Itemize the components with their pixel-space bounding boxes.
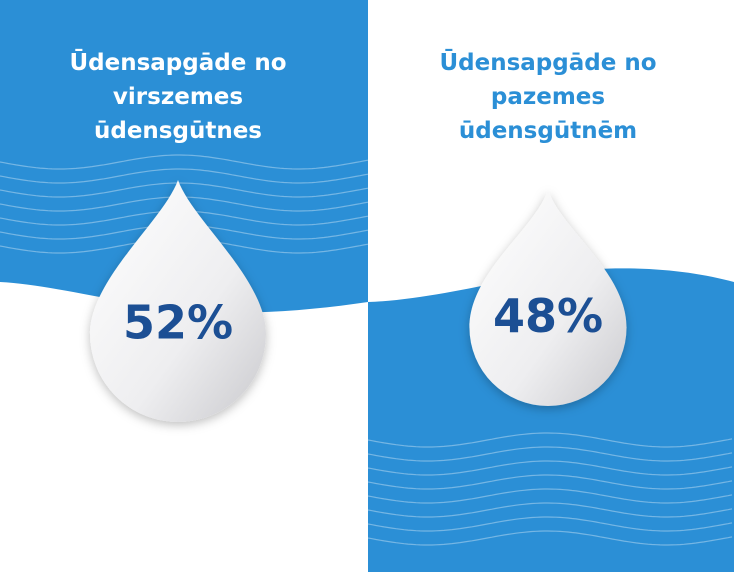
panel-title-line: ūdensgūtnēm: [459, 118, 637, 144]
wave-line: [367, 460, 733, 476]
wave-line: [0, 168, 369, 184]
panel-title-line: pazemes: [491, 84, 605, 110]
water-drop: [90, 180, 266, 422]
wave-line: [0, 182, 369, 198]
percentage: 48%: [493, 289, 603, 343]
panel-title-line: ūdensgūtnes: [94, 118, 262, 144]
panel-title-line: virszemes: [113, 84, 243, 110]
right-blue-area: [368, 268, 734, 572]
left-blue-area: [0, 0, 368, 313]
panel-title-line: Ūdensapgāde no: [69, 48, 286, 76]
wave-line: [367, 516, 733, 532]
wave-line: [367, 446, 733, 462]
content: Ūdensapgāde no virszemes ūdensgūtnes 52% Ūde…: [69, 48, 657, 422]
wave-line: [367, 474, 733, 490]
wave-line: [0, 154, 369, 170]
panel-title-line: Ūdensapgāde no: [439, 48, 656, 76]
wave-line: [367, 530, 733, 546]
water-drop: [469, 190, 627, 406]
wave-line: [367, 432, 733, 448]
wave-line: [367, 502, 733, 518]
percentage: 52%: [123, 296, 233, 350]
wave-line: [367, 488, 733, 504]
